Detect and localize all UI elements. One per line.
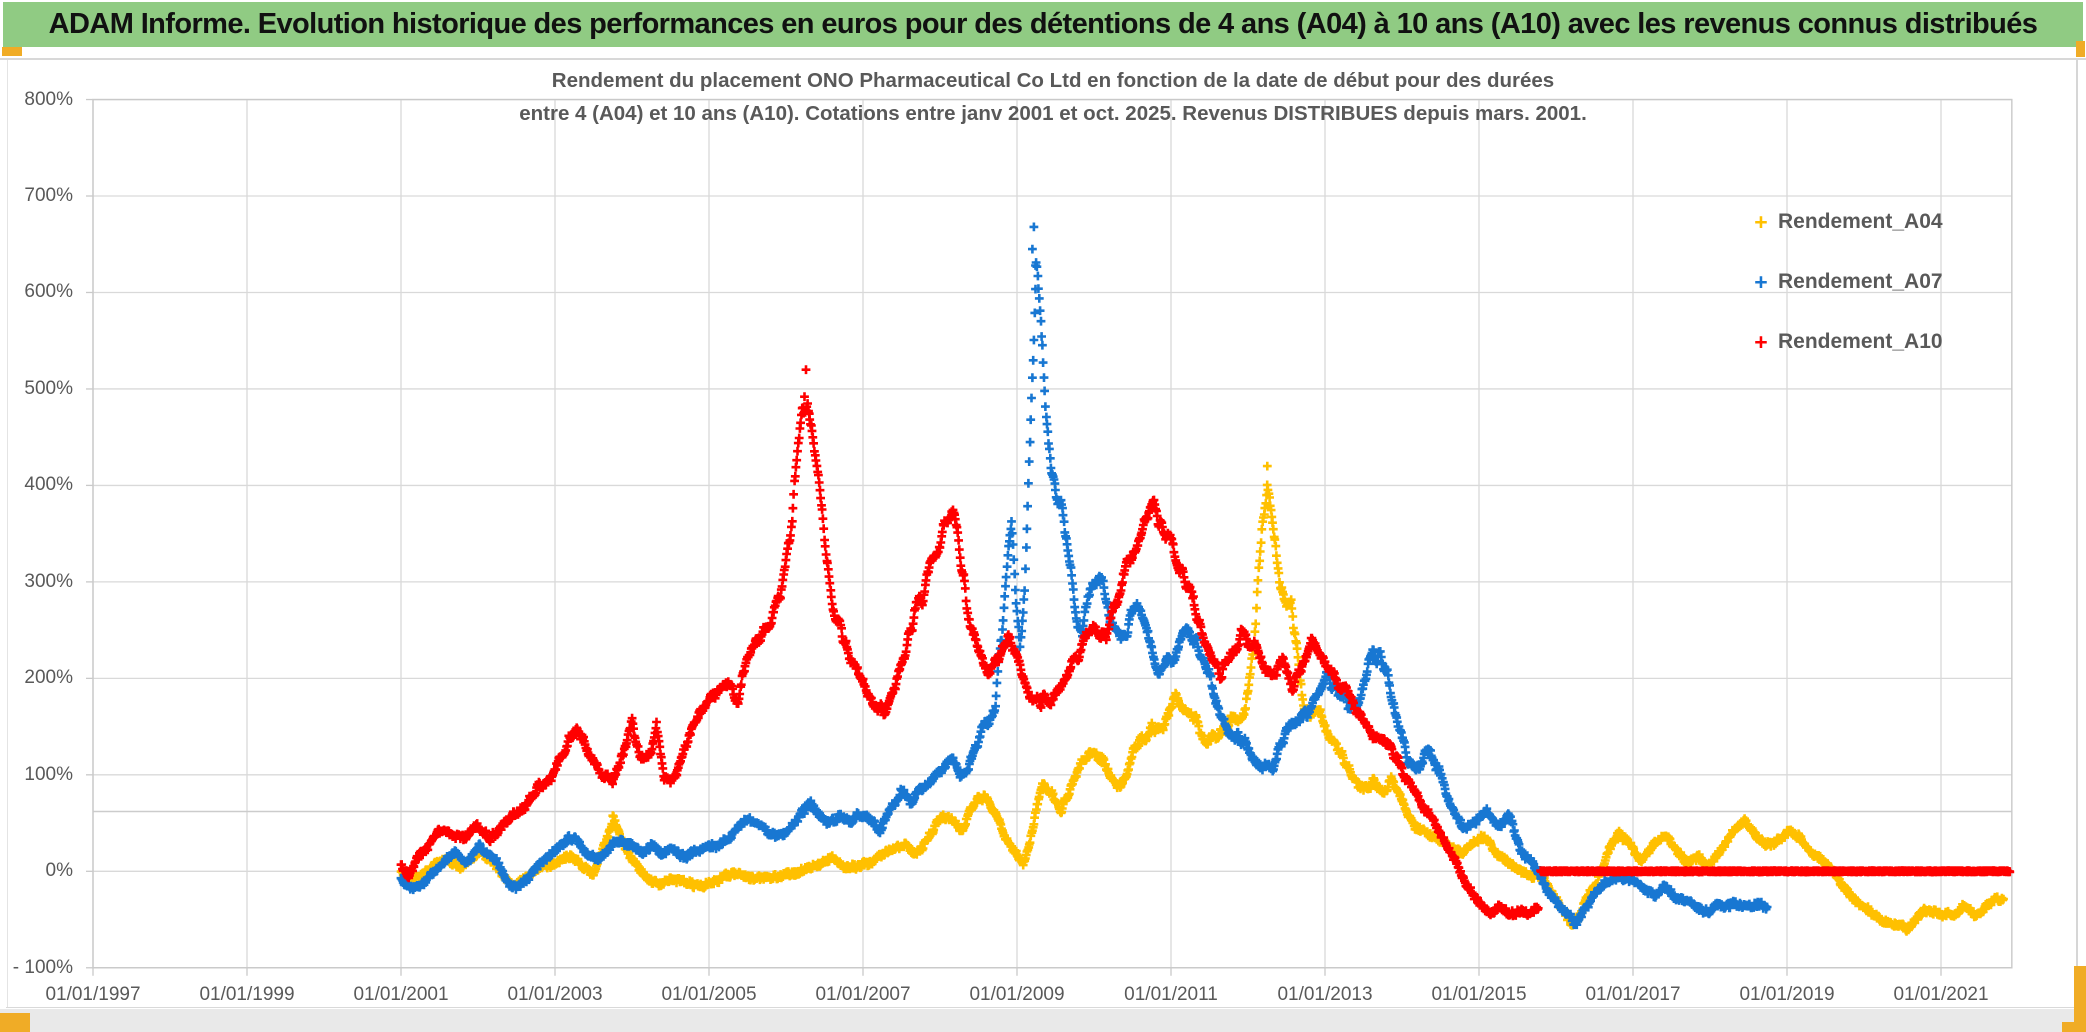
chart-border-left	[7, 60, 8, 1008]
y-axis-tick: - 100%	[12, 956, 73, 978]
divider-top	[0, 58, 2086, 60]
y-axis-tick: 400%	[24, 474, 73, 496]
x-axis-tick: 01/01/2003	[507, 983, 603, 1005]
y-axis-tick: 700%	[24, 185, 73, 206]
legend-label: Rendement_A04	[1778, 210, 1943, 233]
legend-plus-marker-icon: +	[1754, 329, 1768, 355]
x-axis-tick: 01/01/2017	[1585, 983, 1681, 1005]
chart-title: Rendement du placement ONO Pharmaceutica…	[93, 64, 2013, 130]
legend: + Rendement_A04 + Rendement_A07 + Rendement_A…	[1748, 192, 1988, 372]
x-axis-tick: 01/01/2007	[815, 983, 911, 1005]
x-axis-tick: 01/01/2013	[1277, 983, 1373, 1005]
gold-accent-bottom-right-horizontal	[2062, 1022, 2086, 1032]
y-axis-tick: 600%	[24, 281, 73, 303]
series-rendement_a04	[396, 461, 2008, 936]
chart-border-right	[2076, 60, 2078, 1008]
gold-accent-top-right	[2076, 41, 2085, 57]
gold-accent-bottom-left	[0, 1013, 30, 1032]
chart-title-line1: Rendement du placement ONO Pharmaceutica…	[551, 69, 1555, 92]
legend-label: Rendement_A10	[1778, 330, 1943, 353]
legend-item-rendement_a04[interactable]: + Rendement_A04	[1748, 192, 1988, 252]
y-axis-tick: 800%	[24, 88, 73, 110]
y-axis-tick: 500%	[24, 377, 73, 399]
plot-svg	[86, 98, 2015, 976]
chart-area: Rendement du placement ONO Pharmaceutica…	[0, 60, 2086, 1008]
bottom-strip	[0, 1009, 2086, 1032]
x-axis-tick: 01/01/2009	[969, 983, 1065, 1005]
y-axis-tick: 100%	[24, 763, 73, 785]
x-axis-tick: 01/01/2021	[1893, 983, 1989, 1005]
legend-label: Rendement_A07	[1778, 270, 1943, 293]
x-axis-tick: 01/01/2001	[353, 983, 449, 1005]
gold-accent-top-left	[2, 47, 22, 56]
y-axis-tick: 300%	[24, 570, 73, 592]
x-axis-tick: 01/01/1999	[199, 983, 295, 1005]
chart-border-bottom	[6, 1007, 2077, 1008]
chart-title-line2: entre 4 (A04) et 10 ans (A10). Cotations…	[519, 102, 1587, 125]
legend-plus-marker-icon: +	[1754, 209, 1768, 235]
x-axis-tick: 01/01/2005	[661, 983, 757, 1005]
x-axis-tick: 01/01/1997	[45, 983, 141, 1005]
legend-item-rendement_a10[interactable]: + Rendement_A10	[1748, 312, 1988, 372]
x-axis-tick: 01/01/2011	[1124, 983, 1218, 1005]
y-axis-tick: 0%	[45, 860, 73, 882]
header-banner: ADAM Informe. Evolution historique des p…	[3, 2, 2083, 47]
gold-accent-bottom-right-vertical	[2074, 966, 2086, 1032]
x-axis-tick: 01/01/2015	[1431, 983, 1527, 1005]
legend-item-rendement_a07[interactable]: + Rendement_A07	[1748, 252, 1988, 312]
x-axis-tick: 01/01/2019	[1739, 983, 1835, 1005]
series-rendement_a10	[396, 365, 2015, 921]
legend-plus-marker-icon: +	[1754, 269, 1768, 295]
header-title: ADAM Informe. Evolution historique des p…	[48, 8, 2038, 40]
y-axis-tick: 200%	[24, 667, 73, 689]
series-rendement_a07	[396, 222, 1772, 930]
